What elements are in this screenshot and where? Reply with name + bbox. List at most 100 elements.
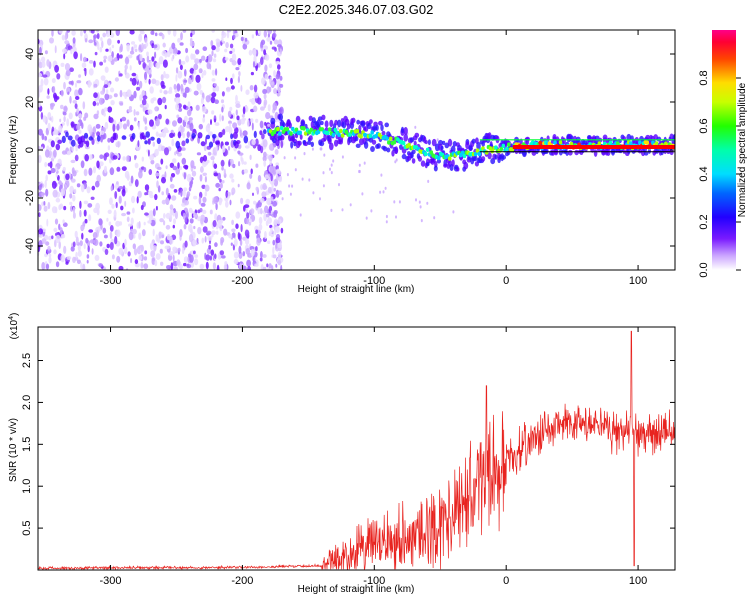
noise-speckle	[69, 201, 73, 206]
noise-speckle	[255, 229, 259, 234]
noise-speckle	[171, 195, 177, 201]
noise-speckle	[106, 243, 110, 249]
signal-halo	[411, 149, 416, 155]
noise-speckle	[221, 255, 226, 259]
noise-speckle	[81, 62, 87, 68]
noise-speckle	[211, 78, 216, 82]
noise-speckle	[201, 237, 205, 244]
noise-speckle	[278, 175, 283, 183]
noise-speckle	[170, 129, 174, 134]
y-tick-label: -40	[24, 238, 36, 254]
noise-speckle	[418, 200, 421, 204]
noise-speckle	[149, 154, 155, 161]
noise-speckle	[73, 188, 77, 194]
noise-speckle	[255, 246, 258, 252]
noise-speckle	[164, 171, 167, 179]
noise-speckle	[398, 200, 401, 204]
noise-speckle	[213, 83, 217, 87]
noise-speckle	[76, 259, 81, 265]
noise-speckle	[103, 84, 109, 89]
noise-speckle	[130, 175, 134, 184]
signal-halo	[570, 135, 574, 140]
noise-speckle	[203, 70, 207, 76]
noise-speckle	[159, 248, 163, 254]
noise-speckle	[161, 191, 164, 196]
noise-speckle	[168, 86, 173, 92]
noise-speckle	[144, 37, 148, 44]
noise-speckle	[77, 250, 82, 257]
noise-speckle	[87, 203, 93, 208]
signal-halo	[400, 126, 405, 134]
noise-speckle	[179, 42, 184, 46]
noise-speckle	[225, 42, 229, 49]
noise-speckle	[103, 112, 106, 117]
x-tick-label: -300	[100, 275, 122, 287]
noise-speckle	[151, 56, 155, 62]
noise-speckle	[122, 123, 128, 130]
noise-speckle	[204, 184, 210, 192]
noise-speckle	[238, 245, 242, 254]
noise-speckle	[160, 80, 165, 87]
noise-speckle	[419, 205, 422, 209]
noise-speckle	[235, 211, 241, 219]
noise-speckle	[184, 69, 187, 77]
signal-halo	[433, 165, 438, 172]
noise-speckle	[60, 234, 65, 239]
noise-speckle	[38, 233, 44, 238]
noise-speckle	[283, 156, 286, 160]
noise-speckle	[211, 69, 216, 76]
noise-speckle	[237, 183, 240, 188]
noise-speckle	[246, 259, 252, 267]
noise-speckle	[83, 68, 87, 72]
noise-speckle	[98, 218, 103, 226]
noise-speckle	[163, 220, 166, 226]
noise-speckle	[155, 253, 161, 260]
noise-speckle	[186, 124, 190, 129]
noise-speckle	[202, 46, 208, 51]
signal-halo	[97, 135, 101, 142]
noise-speckle	[262, 254, 267, 258]
noise-speckle	[138, 221, 141, 229]
noise-speckle	[198, 196, 202, 205]
noise-speckle	[240, 197, 244, 205]
noise-speckle	[240, 224, 243, 233]
noise-speckle	[218, 187, 221, 192]
noise-speckle	[255, 138, 259, 147]
noise-speckle	[225, 86, 231, 93]
noise-speckle	[212, 58, 217, 63]
noise-speckle	[341, 208, 344, 212]
noise-speckle	[108, 197, 113, 205]
noise-speckle	[244, 37, 248, 42]
signal-halo	[310, 141, 314, 147]
noise-speckle	[75, 251, 78, 259]
noise-speckle	[294, 156, 297, 160]
signal-halo	[375, 124, 379, 131]
noise-speckle	[294, 168, 297, 172]
noise-speckle	[237, 144, 242, 149]
noise-speckle	[246, 212, 250, 219]
noise-speckle	[100, 90, 105, 95]
noise-speckle	[65, 173, 70, 181]
noise-speckle	[38, 184, 42, 191]
noise-speckle	[277, 259, 282, 266]
noise-speckle	[242, 106, 246, 115]
noise-speckle	[91, 248, 94, 255]
noise-speckle	[149, 86, 154, 94]
noise-speckle	[74, 154, 79, 162]
noise-speckle	[124, 200, 127, 207]
noise-speckle	[273, 88, 278, 95]
noise-speckle	[109, 167, 115, 176]
noise-speckle	[218, 197, 222, 206]
noise-speckle	[237, 75, 240, 84]
noise-speckle	[88, 229, 94, 233]
noise-speckle	[230, 77, 233, 85]
noise-speckle	[82, 101, 86, 110]
noise-speckle	[337, 126, 339, 131]
signal-halo	[593, 149, 598, 157]
noise-speckle	[260, 39, 266, 46]
noise-speckle	[255, 186, 259, 191]
noise-speckle	[182, 30, 187, 33]
noise-speckle	[358, 169, 361, 174]
noise-speckle	[74, 103, 78, 109]
noise-speckle	[169, 204, 174, 211]
